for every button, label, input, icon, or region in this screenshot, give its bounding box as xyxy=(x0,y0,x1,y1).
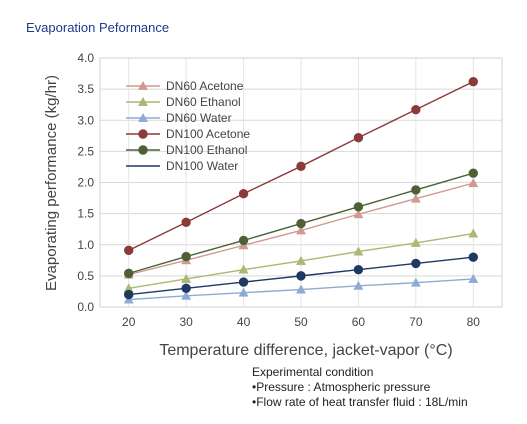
data-point-dn100-acetone xyxy=(296,161,306,172)
data-point-dn100-water xyxy=(181,283,191,294)
data-point-dn60-ethanol xyxy=(238,264,249,274)
data-point-dn100-ethanol xyxy=(468,168,478,178)
legend-item-dn100-acetone: DN100 Acetone xyxy=(126,127,250,141)
data-point-dn100-acetone xyxy=(353,132,364,143)
data-point-dn100-water xyxy=(238,277,249,287)
legend-label: DN60 Water xyxy=(166,111,232,125)
series-dn60-ethanol xyxy=(123,228,479,293)
series-dn100-water xyxy=(124,252,478,300)
legend-item-dn60-ethanol: DN60 Ethanol xyxy=(126,95,241,109)
series-dn100-acetone xyxy=(124,76,478,256)
data-point-dn100-water xyxy=(468,252,478,262)
data-point-dn60-acetone xyxy=(468,178,479,188)
y-tick-label: 0.0 xyxy=(77,300,94,314)
legend: DN60 Acetone DN60 Ethanol DN60 Water DN100 … xyxy=(126,79,250,173)
data-point-dn100-ethanol xyxy=(296,218,306,229)
legend-label: DN100 Water xyxy=(166,159,238,173)
data-point-dn60-water xyxy=(353,280,364,290)
data-point-dn100-ethanol xyxy=(181,251,191,262)
series-dn100-ethanol xyxy=(124,168,478,279)
data-point-dn60-acetone xyxy=(295,225,307,235)
x-axis-title: Temperature difference, jacket-vapor (°C… xyxy=(159,342,452,359)
legend-item-dn60-water: DN60 Water xyxy=(126,111,232,125)
x-tick-label: 30 xyxy=(179,315,193,329)
experimental-conditions: Experimental condition •Pressure : Atmos… xyxy=(252,365,468,410)
y-tick-label: 4.0 xyxy=(77,51,94,65)
legend-label: DN100 Acetone xyxy=(166,127,250,141)
legend-item-dn100-water: DN100 Water xyxy=(126,159,238,173)
condition-flow-rate: •Flow rate of heat transfer fluid : 18L/… xyxy=(252,395,468,409)
data-point-dn60-water xyxy=(295,284,307,294)
data-point-dn60-ethanol xyxy=(295,255,307,265)
series-layer xyxy=(123,76,479,304)
legend-marker xyxy=(137,80,149,90)
x-tick-label: 20 xyxy=(122,315,136,329)
data-point-dn60-water xyxy=(181,290,192,300)
legend-marker xyxy=(137,96,149,106)
x-tick-label: 50 xyxy=(294,315,308,329)
data-point-dn60-ethanol xyxy=(181,273,192,283)
data-point-dn60-water xyxy=(468,273,479,283)
y-tick-label: 3.0 xyxy=(77,113,94,127)
data-point-dn60-ethanol xyxy=(468,228,479,238)
data-point-dn100-acetone xyxy=(124,245,134,256)
data-point-dn100-water xyxy=(296,271,306,281)
y-tick-label: 3.5 xyxy=(77,82,94,96)
data-point-dn60-water xyxy=(238,287,249,297)
legend-marker xyxy=(138,129,148,139)
legend-item-dn60-acetone: DN60 Acetone xyxy=(126,79,244,93)
data-point-dn100-acetone xyxy=(411,104,421,115)
y-tick-label: 1.5 xyxy=(77,207,94,221)
data-point-dn100-acetone xyxy=(238,189,249,199)
legend-marker xyxy=(138,145,148,155)
plot-frame xyxy=(99,57,503,308)
axis-layer: 0.0 0.5 1.0 1.5 2.0 2.5 3.0 3.5 4.0 20 30 40 50 60 70 8… xyxy=(77,51,480,329)
data-point-dn100-water xyxy=(124,289,134,300)
legend-label: DN100 Ethanol xyxy=(166,143,247,157)
page-title: Evaporation Peformance xyxy=(26,20,170,35)
legend-label: DN60 Ethanol xyxy=(166,95,241,109)
data-point-dn60-acetone xyxy=(410,193,421,203)
data-point-dn100-ethanol xyxy=(353,202,364,212)
data-point-dn60-ethanol xyxy=(410,237,421,247)
y-tick-label: 0.5 xyxy=(77,269,94,283)
data-point-dn60-ethanol xyxy=(353,246,364,256)
data-point-dn60-acetone xyxy=(353,209,364,219)
x-tick-label: 60 xyxy=(352,315,366,329)
x-tick-label: 70 xyxy=(409,315,423,329)
y-tick-label: 2.5 xyxy=(77,144,94,158)
legend-label: DN60 Acetone xyxy=(166,79,244,93)
legend-item-dn100-ethanol: DN100 Ethanol xyxy=(126,143,247,157)
data-point-dn100-acetone xyxy=(181,217,191,228)
data-point-dn100-ethanol xyxy=(124,268,134,279)
y-tick-label: 2.0 xyxy=(77,176,94,190)
data-point-dn60-water xyxy=(410,277,421,287)
data-point-dn100-water xyxy=(411,258,421,269)
data-point-dn100-ethanol xyxy=(238,235,249,246)
data-point-dn100-ethanol xyxy=(411,185,421,195)
conditions-heading: Experimental condition xyxy=(252,365,374,379)
y-tick-label: 1.0 xyxy=(77,238,94,252)
x-tick-label: 40 xyxy=(237,315,251,329)
x-tick-label: 80 xyxy=(467,315,481,329)
data-point-dn100-acetone xyxy=(468,76,478,87)
data-point-dn100-water xyxy=(353,264,364,275)
legend-marker xyxy=(137,112,149,122)
y-axis-title: Evaporating performance (kg/hr) xyxy=(43,75,60,291)
condition-pressure: •Pressure : Atmospheric pressure xyxy=(252,380,431,394)
